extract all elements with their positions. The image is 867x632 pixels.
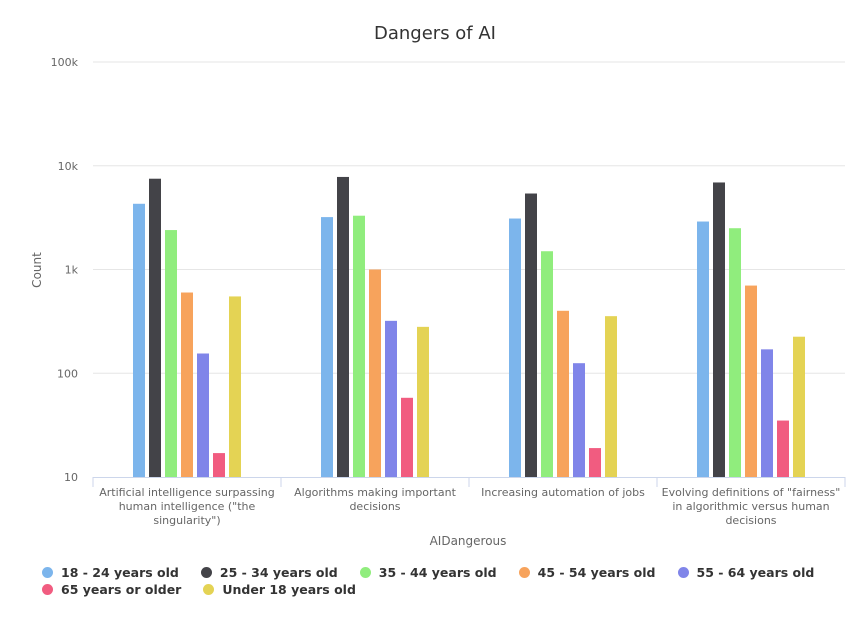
x-axis-tick-labels: Artificial intelligence surpassing human … [99,486,840,527]
bars[interactable] [133,176,805,478]
bar[interactable] [745,285,757,477]
legend-label: 45 - 54 years old [537,565,656,580]
legend-swatch [200,567,212,578]
x-tick-label: Artificial intelligence surpassing human … [99,486,274,527]
legend-swatch [677,567,689,578]
bar[interactable] [729,228,741,477]
bar[interactable] [321,217,333,477]
bar[interactable] [541,251,553,477]
bar[interactable] [385,320,397,477]
x-axis [92,477,846,487]
bar[interactable] [713,182,725,477]
legend-item[interactable]: 35 - 44 years old [359,565,497,580]
chart-title: Dangers of AI [374,23,496,44]
bar[interactable] [589,448,601,477]
y-tick-label: 10 [64,471,78,484]
bar[interactable] [133,203,145,477]
legend-label: 55 - 64 years old [696,565,815,580]
legend-swatch [42,584,53,595]
bar[interactable] [605,316,617,477]
legend: 18 - 24 years old 25 - 34 years old 35 - 4… [30,564,860,598]
bar[interactable] [229,296,241,477]
x-axis-title: AIDangerous [430,534,507,548]
y-axis-title: Count [30,252,44,288]
y-tick-label: 100k [51,56,79,69]
legend-item[interactable]: 25 - 34 years old [200,565,338,580]
legend-item[interactable]: 45 - 54 years old [518,565,656,580]
bar[interactable] [401,397,413,477]
legend-label: 18 - 24 years old [61,565,179,580]
x-tick-label: Algorithms making important decisions [294,486,456,513]
legend-row: 65 years or older Under 18 years old [30,581,860,598]
bar[interactable] [777,420,789,477]
bar[interactable] [213,453,225,477]
x-tick-label: Evolving definitions of "fairness" in alg… [662,486,841,527]
legend-item[interactable]: 65 years or older [42,582,181,597]
legend-row: 18 - 24 years old 25 - 34 years old 35 - 4… [30,564,860,581]
bar[interactable] [509,218,521,477]
legend-swatch [359,567,371,578]
legend-swatch [203,584,215,595]
bar[interactable] [181,292,193,477]
y-tick-label: 1k [65,264,79,277]
legend-item[interactable]: 55 - 64 years old [677,565,815,580]
bar[interactable] [557,310,569,477]
legend-item[interactable]: Under 18 years old [203,582,356,597]
bar[interactable] [197,353,209,477]
bar[interactable] [149,178,161,477]
y-tick-label: 10k [58,160,79,173]
legend-label: 65 years or older [61,582,182,597]
legend-swatch [42,567,53,578]
bar[interactable] [697,221,709,477]
legend-label: 25 - 34 years old [219,565,338,580]
x-tick-label: Increasing automation of jobs [481,486,645,499]
bar[interactable] [417,326,429,477]
bar[interactable] [761,349,773,477]
bar[interactable] [573,363,585,477]
y-axis-tick-labels: 10 100 1k 10k 100k [51,56,79,484]
legend-swatch [518,567,530,578]
bar[interactable] [525,193,537,477]
legend-label: 35 - 44 years old [378,565,497,580]
bar[interactable] [793,336,805,477]
bar[interactable] [353,215,365,478]
bar[interactable] [337,176,349,477]
legend-item[interactable]: 18 - 24 years old [42,565,179,580]
legend-label: Under 18 years old [222,582,356,597]
y-tick-label: 100 [57,367,78,380]
bar[interactable] [369,269,381,478]
bar[interactable] [165,230,177,477]
